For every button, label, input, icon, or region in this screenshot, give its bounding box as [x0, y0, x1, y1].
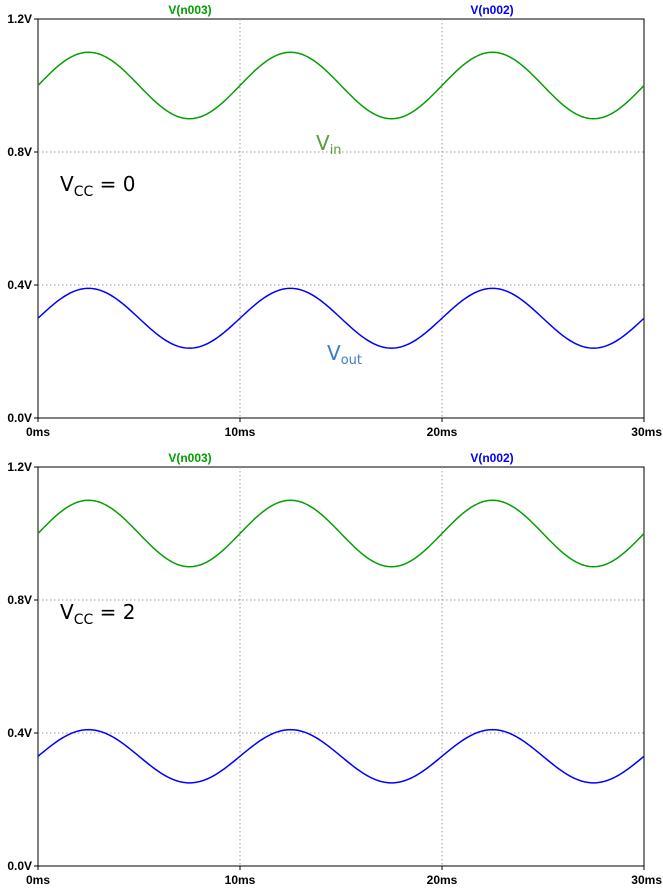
y-tick-label: 0.8V: [7, 145, 32, 159]
series-line-vn002: [37, 287, 645, 349]
x-tick-label: 20ms: [427, 873, 458, 887]
x-tick-label: 20ms: [427, 425, 458, 439]
x-tick-label: 30ms: [631, 425, 662, 439]
y-tick-label: 0.4V: [7, 726, 32, 740]
series-line-vn003: [37, 51, 645, 120]
x-tick-label: 0ms: [26, 425, 50, 439]
plot-frame: [37, 18, 645, 419]
series-line-vn002: [37, 728, 645, 784]
x-tick-label: 30ms: [631, 873, 662, 887]
series-line-vn003: [37, 499, 645, 568]
y-tick-label: 0.8V: [7, 593, 32, 607]
plot-frame: [37, 466, 645, 867]
y-tick-label: 1.2V: [7, 12, 32, 26]
vcc-annotation: VCC = 0: [60, 172, 135, 200]
chart-panel-1: 0.0V 0.4V 0.8V 1.2V 0ms 10ms 20ms 30ms V(n003) V(…: [7, 3, 662, 439]
y-tick-label: 1.2V: [7, 460, 32, 474]
x-tick-label: 10ms: [225, 873, 256, 887]
x-tick-label: 10ms: [225, 425, 256, 439]
legend-label-vn003: V(n003): [168, 451, 211, 465]
series-annotation-out: Vout: [327, 341, 362, 368]
legend-label-vn003: V(n003): [168, 3, 211, 17]
x-tick-label: 0ms: [26, 873, 50, 887]
chart-panel-2: 0.0V 0.4V 0.8V 1.2V 0ms 10ms 20ms 30ms V(n003) V(…: [7, 451, 662, 887]
y-tick-label: 0.0V: [7, 859, 32, 873]
series-annotation-in: Vin: [316, 131, 342, 158]
y-tick-label: 0.4V: [7, 278, 32, 292]
y-tick-label: 0.0V: [7, 411, 32, 425]
vcc-annotation: VCC = 2: [60, 600, 135, 628]
legend-label-vn002: V(n002): [470, 3, 513, 17]
legend-label-vn002: V(n002): [470, 451, 513, 465]
